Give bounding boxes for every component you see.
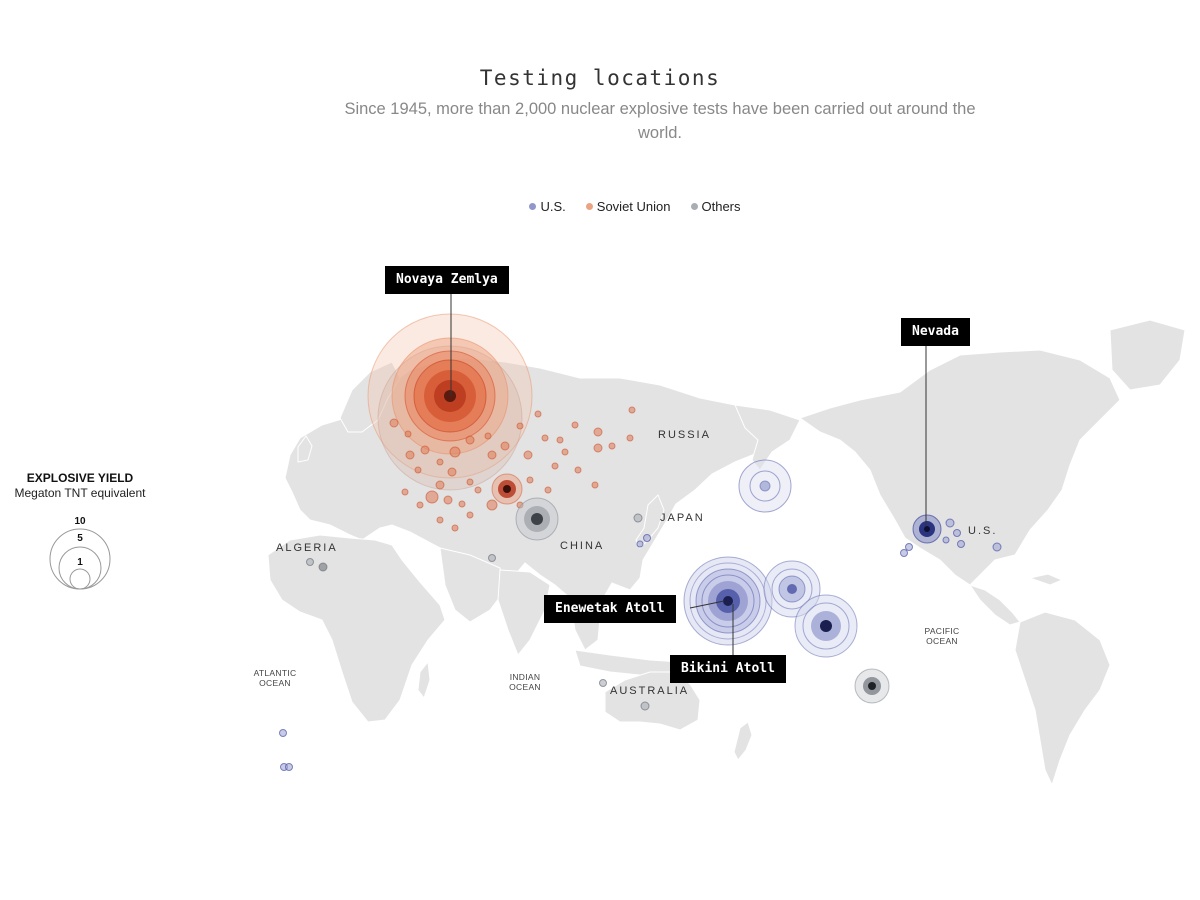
callout-nevada[interactable]: Nevada <box>901 318 970 346</box>
arabia-landmass <box>439 547 506 623</box>
north-america-landmass <box>798 349 1121 586</box>
eurasia-landmass <box>284 357 791 621</box>
label-australia: AUSTRALIA <box>610 685 690 697</box>
french-polynesia-cluster <box>854 668 890 704</box>
enewetak-bikini-cluster <box>683 556 858 658</box>
yield-legend: EXPLOSIVE YIELD Megaton TNT equivalent 1… <box>10 471 150 590</box>
label-indian-ocean: INDIAN OCEAN <box>509 672 541 692</box>
semipalatinsk-cluster <box>491 473 523 505</box>
legend-item-soviet[interactable]: Soviet Union <box>585 199 671 214</box>
britain-landmass <box>297 435 313 463</box>
legend-label-us: U.S. <box>540 199 566 214</box>
label-us: U.S. <box>968 525 998 537</box>
india-landmass <box>497 569 551 656</box>
callout-enewetak-atoll[interactable]: Enewetak Atoll <box>544 595 676 623</box>
page-subtitle: Since 1945, more than 2,000 nuclear expl… <box>344 100 976 142</box>
other-scattered-tests <box>306 513 650 711</box>
australia-landmass <box>604 671 701 731</box>
page-title: Testing locations <box>479 66 721 90</box>
yield-value-10: 10 <box>74 516 86 527</box>
us-pacific-large-rings <box>738 459 792 513</box>
label-china: CHINA <box>560 540 605 552</box>
callout-bikini-atoll[interactable]: Bikini Atoll <box>670 655 786 683</box>
south-america-landmass <box>1014 611 1111 787</box>
label-algeria: ALGERIA <box>276 542 338 554</box>
africa-landmass <box>267 534 446 723</box>
legend-dot-others <box>690 203 698 210</box>
yield-heading: EXPLOSIVE YIELD <box>26 471 134 485</box>
label-atlantic-ocean: ATLANTIC OCEAN <box>253 668 297 688</box>
label-pacific-ocean: PACIFIC OCEAN <box>924 626 960 646</box>
legend-label-soviet: Soviet Union <box>596 199 671 214</box>
nevada-cluster <box>912 514 942 544</box>
callout-novaya-zemlya[interactable]: Novaya Zemlya <box>385 266 509 294</box>
us-scattered-tests <box>279 518 1002 771</box>
callout-leader-lines <box>450 294 927 656</box>
legend: U.S. Soviet Union Others <box>0 199 1200 214</box>
yield-subheading: Megaton TNT equivalent <box>14 486 146 500</box>
greenland-landmass <box>1109 319 1186 391</box>
legend-dot-soviet <box>585 203 593 210</box>
legend-item-us[interactable]: U.S. <box>529 199 566 214</box>
new-zealand-landmass <box>733 721 753 761</box>
yield-scale-circles: 10 5 1 <box>49 516 111 590</box>
caribbean-landmass <box>1028 573 1064 586</box>
legend-label-others: Others <box>701 199 741 214</box>
label-japan: JAPAN <box>660 512 705 524</box>
scandinavia-landmass <box>339 361 401 433</box>
soviet-scattered-tests <box>389 406 636 532</box>
yield-value-1: 1 <box>77 557 83 568</box>
legend-dot-us <box>529 203 537 210</box>
madagascar-landmass <box>417 660 431 700</box>
label-russia: RUSSIA <box>658 429 711 441</box>
legend-item-others[interactable]: Others <box>690 199 741 214</box>
lop-nur-cluster <box>515 497 559 541</box>
yield-value-5: 5 <box>77 533 83 544</box>
central-america-landmass <box>968 584 1021 626</box>
